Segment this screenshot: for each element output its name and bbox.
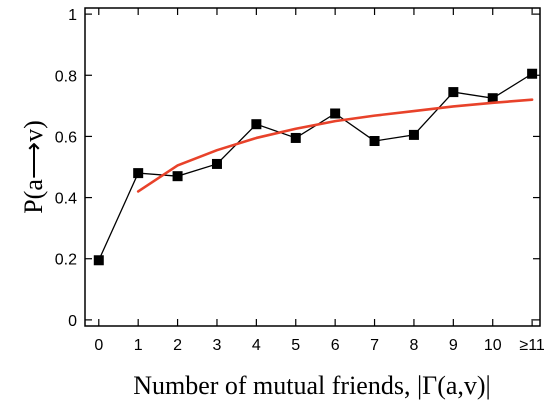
y-axis-title: P(a⟶v)	[19, 120, 48, 214]
x-tick-label: 7	[370, 337, 379, 354]
plot-frame	[84, 7, 541, 327]
x-tick-label: 5	[291, 337, 300, 354]
x-tick-label: 0	[94, 337, 103, 354]
data-point-marker	[330, 108, 341, 119]
data-point-marker	[369, 136, 380, 147]
y-tick-label: 0.2	[55, 252, 77, 269]
y-tick-label: 0.4	[55, 191, 77, 208]
x-tick-label: 2	[173, 337, 182, 354]
x-tick-label: 8	[409, 337, 418, 354]
x-axis-ticks: 0 1 2 3 4 5 6 7 8 9 10 ≥11	[94, 8, 545, 354]
x-tick-label: 3	[213, 337, 222, 354]
y-tick-label: 0.6	[55, 129, 77, 146]
data-point-marker	[448, 87, 459, 98]
data-point-marker	[133, 168, 144, 179]
y-tick-label: 0	[68, 313, 77, 330]
data-point-marker	[172, 171, 183, 182]
x-tick-label: 4	[252, 337, 261, 354]
data-point-marker	[93, 255, 104, 266]
data-series-line	[98, 73, 533, 261]
x-tick-label: 10	[484, 337, 502, 354]
x-tick-label: 9	[449, 337, 458, 354]
y-tick-label: 1	[68, 7, 77, 24]
y-tick-label: 0.8	[55, 68, 77, 85]
x-tick-label: 1	[134, 337, 143, 354]
data-point-marker	[408, 129, 419, 140]
fit-curve-line	[136, 98, 534, 193]
data-point-marker	[487, 93, 498, 104]
data-point-marker	[211, 158, 222, 169]
series-layer	[93, 68, 538, 266]
x-axis-title: Number of mutual friends, |Γ(a,v)|	[133, 371, 491, 400]
y-axis-ticks: 0 0.2 0.4 0.6 0.8 1	[55, 7, 540, 330]
data-point-marker	[527, 68, 538, 79]
data-point-marker	[290, 132, 301, 143]
data-point-marker	[251, 119, 262, 130]
x-tick-label: ≥11	[519, 337, 544, 354]
x-tick-label: 6	[331, 337, 340, 354]
